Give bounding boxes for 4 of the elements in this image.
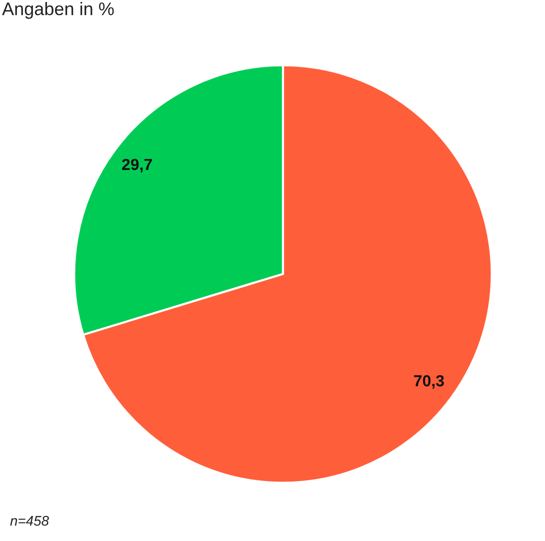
data-label: 29,7 <box>122 158 152 172</box>
data-label: 70,3 <box>414 375 444 389</box>
text: n=458 <box>10 516 49 526</box>
chart-title: Angaben in % <box>2 2 114 19</box>
